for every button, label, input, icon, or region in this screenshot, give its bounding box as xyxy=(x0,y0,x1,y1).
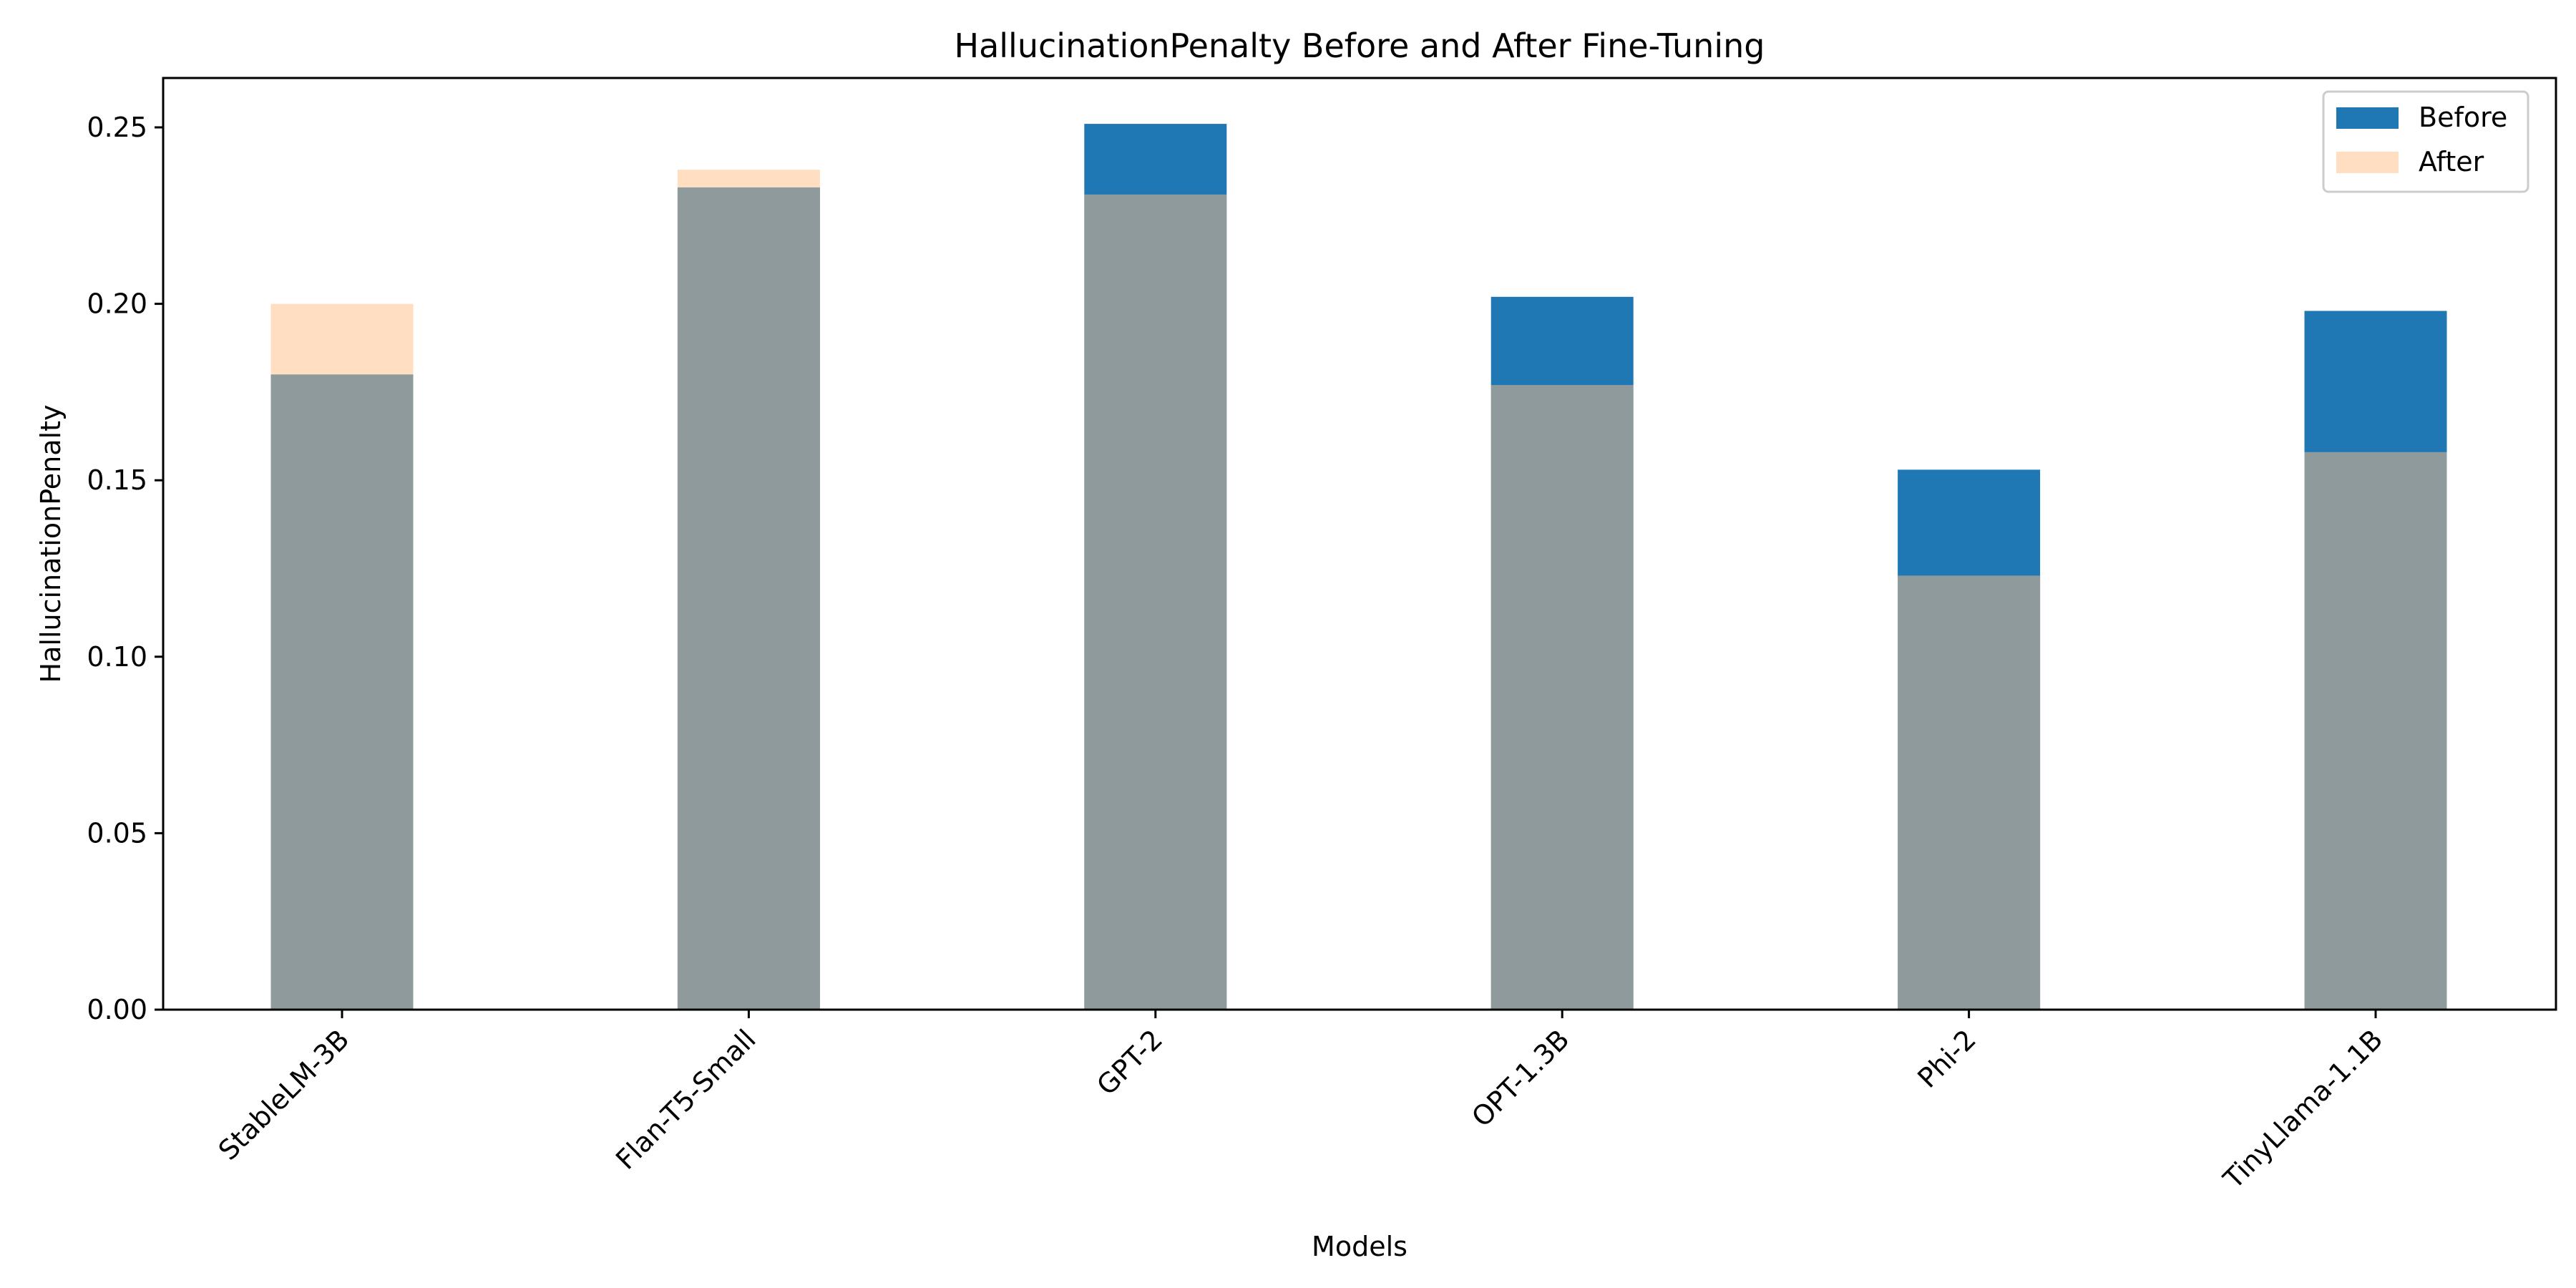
y-tick-label: 0.25 xyxy=(87,112,147,143)
x-axis-label: Models xyxy=(1312,1231,1407,1262)
bar-after-4 xyxy=(1898,575,2041,1010)
y-axis: 0.00 0.05 0.10 0.15 0.20 0.25 xyxy=(87,112,163,1025)
y-tick-label: 0.10 xyxy=(87,641,147,673)
bars xyxy=(270,124,2447,1010)
legend-label-after: After xyxy=(2419,146,2484,177)
legend-label-before: Before xyxy=(2419,102,2507,133)
legend-swatch-after xyxy=(2336,152,2399,173)
legend: Before After xyxy=(2322,90,2529,193)
bar-after-3 xyxy=(1491,385,1634,1010)
bar-after-2 xyxy=(1084,194,1227,1010)
y-tick-label: 0.00 xyxy=(87,994,147,1025)
y-tick-label: 0.20 xyxy=(87,288,147,320)
bar-after-0 xyxy=(270,303,414,1010)
chart-title: HallucinationPenalty Before and After Fi… xyxy=(955,26,1765,65)
y-tick-label: 0.15 xyxy=(87,464,147,496)
legend-swatch-before xyxy=(2336,107,2399,129)
bar-after-5 xyxy=(2304,452,2447,1010)
y-tick-label: 0.05 xyxy=(87,817,147,849)
bar-after-1 xyxy=(677,170,820,1010)
y-axis-label: HallucinationPenalty xyxy=(35,405,67,683)
plot-frame xyxy=(162,77,2557,1011)
